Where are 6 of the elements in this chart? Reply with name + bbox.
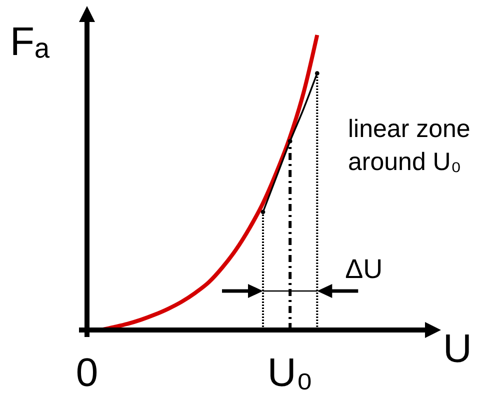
- x-tick-label: U₀: [267, 351, 313, 395]
- x-axis-title: U: [443, 327, 472, 371]
- annotation: ΔU: [345, 254, 383, 284]
- annotation: linear zone around U₀: [348, 115, 470, 176]
- x-tick-label: 0: [76, 351, 98, 395]
- y-axis-title: Fₐ: [10, 20, 50, 64]
